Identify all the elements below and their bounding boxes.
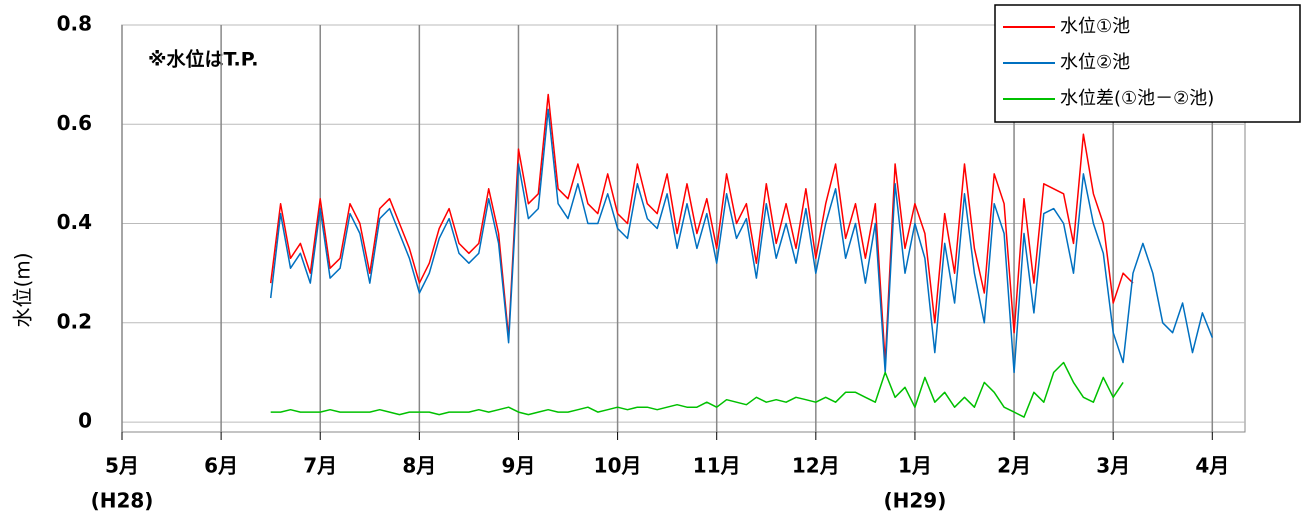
x-tick-label: 7月 <box>303 454 337 478</box>
y-tick-label: 0 <box>78 409 92 433</box>
y-axis-title: 水位(m) <box>11 252 35 327</box>
annotation: ※水位はT.P. <box>148 48 258 71</box>
y-tick-label: 0.6 <box>57 111 92 135</box>
x-tick-label: 3月 <box>1096 454 1130 478</box>
era-label: (H29) <box>884 489 947 513</box>
x-tick-label: 11月 <box>693 454 741 478</box>
x-tick-label: 8月 <box>402 454 436 478</box>
x-tick-label: 1月 <box>898 454 932 478</box>
x-tick-label: 10月 <box>594 454 642 478</box>
series-line <box>270 361 1124 418</box>
x-tick-label: 2月 <box>997 454 1031 478</box>
x-tick-label: 9月 <box>502 454 536 478</box>
legend-label: 水位差(①池－②池) <box>1060 88 1214 109</box>
series-line <box>269 93 1134 364</box>
x-tick-label: 4月 <box>1195 454 1229 478</box>
series-line <box>269 108 1213 374</box>
legend-label: 水位②池 <box>1060 52 1130 73</box>
x-tick-label: 12月 <box>792 454 840 478</box>
x-tick-label: 6月 <box>204 454 238 478</box>
x-tick-label: 5月 <box>105 454 139 478</box>
y-tick-label: 0.4 <box>57 210 92 234</box>
legend-label: 水位①池 <box>1060 16 1130 37</box>
y-tick-label: 0.8 <box>57 12 92 36</box>
y-tick-label: 0.2 <box>57 309 92 333</box>
era-label: (H28) <box>91 489 154 513</box>
